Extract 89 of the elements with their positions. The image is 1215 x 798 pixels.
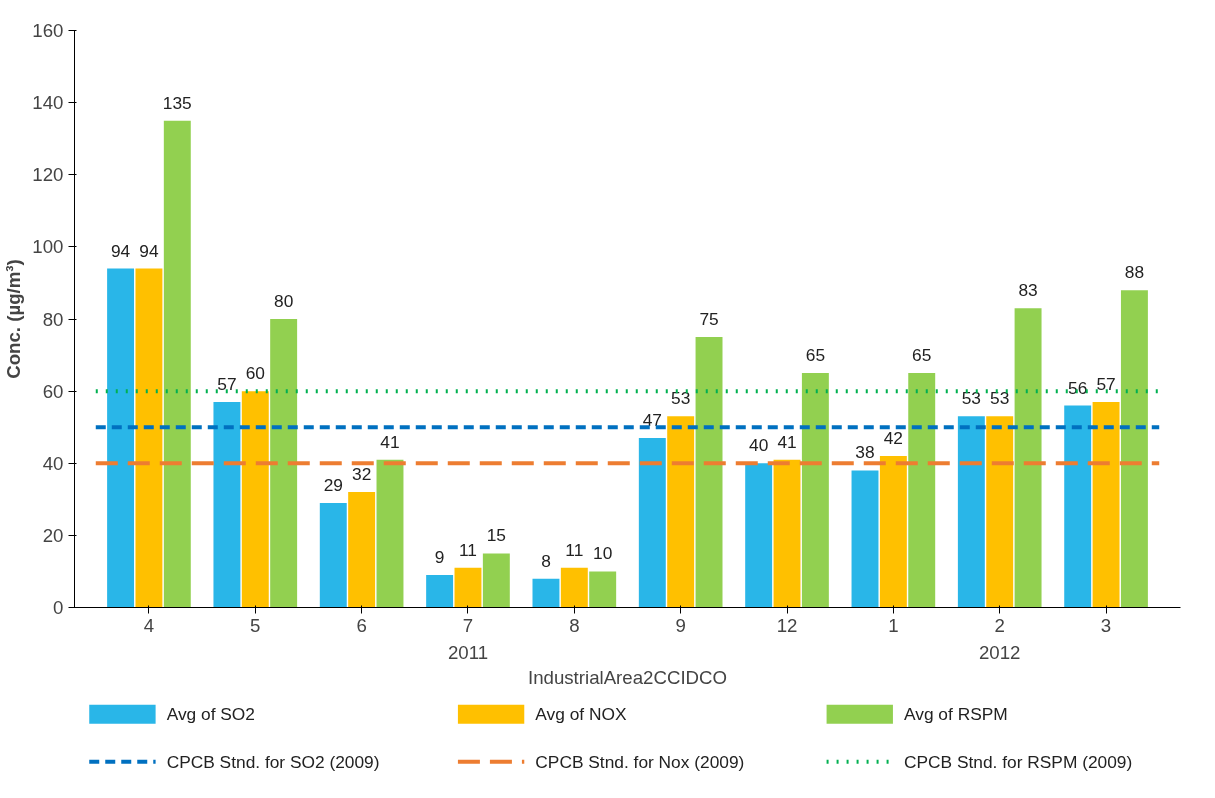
x-tick-label: 3	[1100, 614, 1112, 636]
bar	[135, 268, 163, 608]
bar	[908, 373, 936, 608]
bar	[1120, 290, 1148, 608]
data-label: 38	[855, 442, 875, 463]
data-label: 80	[274, 291, 294, 311]
bar	[482, 553, 510, 608]
data-label: 53	[990, 388, 1010, 409]
bar	[1014, 308, 1042, 608]
data-label: 42	[883, 428, 904, 449]
data-label: 41	[777, 431, 797, 452]
bar	[241, 391, 269, 608]
data-label: 88	[1124, 262, 1145, 283]
bar	[213, 401, 241, 608]
bar	[107, 268, 135, 608]
y-tick-label: 0	[53, 597, 64, 618]
data-label: 65	[805, 345, 826, 366]
bar	[426, 575, 454, 608]
bar	[986, 416, 1014, 608]
y-tick-label: 140	[32, 92, 64, 114]
data-label: 10	[593, 543, 613, 564]
bar	[1064, 405, 1092, 608]
bar	[667, 416, 695, 608]
data-label: 47	[642, 410, 662, 431]
y-tick-label: 120	[32, 164, 64, 186]
legend-label: CPCB Stnd. for Nox (2009)	[535, 751, 745, 772]
bar	[589, 571, 617, 608]
bar	[532, 578, 560, 608]
x-axis-title: IndustrialArea2CCIDCO	[527, 666, 728, 688]
data-label: 94	[110, 240, 131, 261]
data-label: 57	[217, 373, 237, 394]
bar	[319, 502, 347, 608]
y-tick-label: 160	[32, 20, 64, 41]
y-tick-label: 100	[32, 236, 64, 258]
bar	[1092, 401, 1120, 608]
y-axis-title: Conc. (µg/m³)	[3, 259, 25, 379]
data-label: 32	[352, 464, 372, 485]
legend-label: CPCB Stnd. for RSPM (2009)	[904, 751, 1133, 772]
x-tick-label: 2	[994, 614, 1005, 636]
bar	[348, 492, 376, 608]
data-label: 56	[1068, 377, 1088, 398]
bar	[695, 337, 723, 608]
data-label: 57	[1096, 373, 1116, 394]
bar	[560, 567, 588, 608]
x-tick-label: 12	[776, 614, 798, 636]
data-label: 94	[139, 240, 159, 261]
y-tick-label: 60	[42, 380, 64, 402]
bar	[454, 567, 482, 608]
legend-label: Avg of RSPM	[904, 704, 1008, 725]
y-tick-label: 80	[42, 308, 64, 330]
data-label: 8	[541, 550, 551, 571]
data-label: 15	[486, 525, 506, 546]
x-tick-label: 4	[143, 614, 155, 636]
bar	[957, 416, 985, 608]
data-label: 135	[162, 92, 192, 113]
data-label: 41	[380, 431, 400, 452]
y-tick-label: 20	[42, 524, 64, 546]
data-label: 53	[961, 388, 981, 409]
bar	[638, 438, 666, 608]
legend-label: Avg of NOX	[535, 704, 627, 725]
x-tick-label: 5	[250, 614, 261, 636]
legend-label: CPCB Stnd. for SO2 (2009)	[166, 751, 380, 772]
data-label: 29	[323, 474, 343, 495]
y-tick-label: 40	[42, 452, 64, 474]
x-tick-label: 9	[675, 614, 686, 636]
data-label: 75	[699, 309, 719, 330]
bar	[163, 120, 191, 608]
data-label: 9	[434, 547, 445, 568]
data-label: 40	[749, 435, 769, 456]
data-label: 11	[458, 539, 477, 560]
data-label: 53	[671, 388, 691, 409]
x-tick-label: 1	[888, 614, 899, 636]
text: 2012	[978, 641, 1021, 663]
text: 2011	[447, 641, 489, 663]
bar	[745, 463, 773, 608]
data-label: 83	[1018, 280, 1038, 301]
data-label: 65	[912, 345, 932, 366]
bar	[801, 373, 829, 608]
bar	[376, 459, 404, 608]
data-label: 11	[565, 539, 584, 560]
legend-label: Avg of SO2	[166, 704, 255, 725]
data-label: 60	[245, 363, 265, 384]
bar	[879, 456, 907, 608]
bar	[851, 470, 879, 608]
bar	[270, 319, 298, 608]
x-tick-label: 6	[356, 614, 367, 636]
x-tick-label: 7	[462, 614, 474, 636]
bar	[773, 459, 801, 608]
x-tick-label: 8	[569, 614, 580, 636]
